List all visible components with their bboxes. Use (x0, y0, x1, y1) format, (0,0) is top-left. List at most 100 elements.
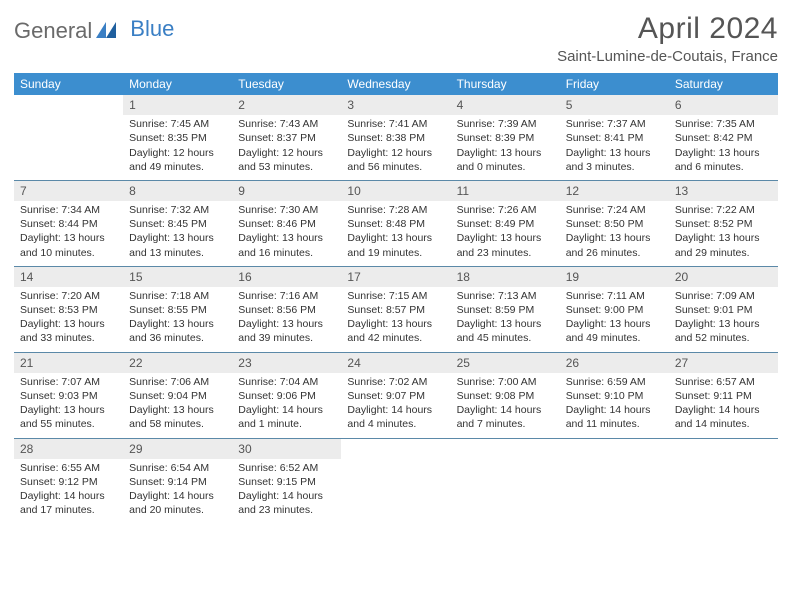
daylight-text: Daylight: 13 hours (238, 231, 335, 245)
daylight-text: and 36 minutes. (129, 331, 226, 345)
calendar-day-cell: 9Sunrise: 7:30 AMSunset: 8:46 PMDaylight… (232, 180, 341, 266)
sunset-text: Sunset: 8:50 PM (566, 217, 663, 231)
sunset-text: Sunset: 9:00 PM (566, 303, 663, 317)
calendar-day-cell: 30Sunrise: 6:52 AMSunset: 9:15 PMDayligh… (232, 438, 341, 524)
daylight-text: Daylight: 14 hours (675, 403, 772, 417)
day-number: 27 (669, 352, 778, 373)
sunset-text: Sunset: 8:44 PM (20, 217, 117, 231)
daylight-text: Daylight: 13 hours (457, 317, 554, 331)
calendar-day-cell: 7Sunrise: 7:34 AMSunset: 8:44 PMDaylight… (14, 180, 123, 266)
sunset-text: Sunset: 8:59 PM (457, 303, 554, 317)
calendar-day-cell: 23Sunrise: 7:04 AMSunset: 9:06 PMDayligh… (232, 352, 341, 438)
calendar-day-cell: 20Sunrise: 7:09 AMSunset: 9:01 PMDayligh… (669, 266, 778, 352)
daylight-text: and 17 minutes. (20, 503, 117, 517)
sunset-text: Sunset: 8:56 PM (238, 303, 335, 317)
day-body: Sunrise: 7:02 AMSunset: 9:07 PMDaylight:… (341, 373, 450, 438)
sunset-text: Sunset: 9:01 PM (675, 303, 772, 317)
daylight-text: and 3 minutes. (566, 160, 663, 174)
daylight-text: Daylight: 13 hours (347, 231, 444, 245)
calendar-week-row: 28Sunrise: 6:55 AMSunset: 9:12 PMDayligh… (14, 438, 778, 524)
day-number: 2 (232, 95, 341, 115)
day-body: Sunrise: 7:04 AMSunset: 9:06 PMDaylight:… (232, 373, 341, 438)
daylight-text: Daylight: 14 hours (566, 403, 663, 417)
day-body: Sunrise: 7:00 AMSunset: 9:08 PMDaylight:… (451, 373, 560, 438)
sunrise-text: Sunrise: 7:20 AM (20, 289, 117, 303)
sunset-text: Sunset: 9:03 PM (20, 389, 117, 403)
day-body: Sunrise: 7:13 AMSunset: 8:59 PMDaylight:… (451, 287, 560, 352)
calendar-day-cell: 12Sunrise: 7:24 AMSunset: 8:50 PMDayligh… (560, 180, 669, 266)
daylight-text: and 7 minutes. (457, 417, 554, 431)
sunrise-text: Sunrise: 7:06 AM (129, 375, 226, 389)
day-number: 18 (451, 266, 560, 287)
calendar-empty-cell (669, 438, 778, 524)
day-body: Sunrise: 6:59 AMSunset: 9:10 PMDaylight:… (560, 373, 669, 438)
sunrise-text: Sunrise: 7:45 AM (129, 117, 226, 131)
day-number: 12 (560, 180, 669, 201)
sunset-text: Sunset: 9:06 PM (238, 389, 335, 403)
daylight-text: Daylight: 13 hours (20, 403, 117, 417)
day-body: Sunrise: 7:26 AMSunset: 8:49 PMDaylight:… (451, 201, 560, 266)
day-body: Sunrise: 7:20 AMSunset: 8:53 PMDaylight:… (14, 287, 123, 352)
day-body: Sunrise: 7:35 AMSunset: 8:42 PMDaylight:… (669, 115, 778, 180)
daylight-text: and 45 minutes. (457, 331, 554, 345)
day-number: 29 (123, 438, 232, 459)
day-body: Sunrise: 7:41 AMSunset: 8:38 PMDaylight:… (341, 115, 450, 180)
day-number (14, 95, 123, 113)
logo-text-1: General (14, 18, 92, 44)
weekday-header: Monday (123, 73, 232, 95)
sunset-text: Sunset: 8:49 PM (457, 217, 554, 231)
calendar-day-cell: 11Sunrise: 7:26 AMSunset: 8:49 PMDayligh… (451, 180, 560, 266)
day-number: 26 (560, 352, 669, 373)
calendar-day-cell: 26Sunrise: 6:59 AMSunset: 9:10 PMDayligh… (560, 352, 669, 438)
sunrise-text: Sunrise: 7:28 AM (347, 203, 444, 217)
day-number: 25 (451, 352, 560, 373)
day-body: Sunrise: 7:28 AMSunset: 8:48 PMDaylight:… (341, 201, 450, 266)
sunrise-text: Sunrise: 7:07 AM (20, 375, 117, 389)
calendar-page: General Blue April 2024 Saint-Lumine-de-… (0, 0, 792, 535)
sunrise-text: Sunrise: 7:34 AM (20, 203, 117, 217)
sunrise-text: Sunrise: 7:00 AM (457, 375, 554, 389)
daylight-text: Daylight: 13 hours (566, 231, 663, 245)
day-number: 21 (14, 352, 123, 373)
title-block: April 2024 Saint-Lumine-de-Coutais, Fran… (557, 12, 778, 65)
sunset-text: Sunset: 8:38 PM (347, 131, 444, 145)
calendar-table: SundayMondayTuesdayWednesdayThursdayFrid… (14, 73, 778, 523)
day-body: Sunrise: 7:16 AMSunset: 8:56 PMDaylight:… (232, 287, 341, 352)
sunset-text: Sunset: 9:14 PM (129, 475, 226, 489)
sunset-text: Sunset: 8:45 PM (129, 217, 226, 231)
sunrise-text: Sunrise: 7:18 AM (129, 289, 226, 303)
day-body: Sunrise: 6:57 AMSunset: 9:11 PMDaylight:… (669, 373, 778, 438)
day-body: Sunrise: 7:07 AMSunset: 9:03 PMDaylight:… (14, 373, 123, 438)
sunset-text: Sunset: 8:57 PM (347, 303, 444, 317)
calendar-day-cell: 19Sunrise: 7:11 AMSunset: 9:00 PMDayligh… (560, 266, 669, 352)
sunset-text: Sunset: 9:07 PM (347, 389, 444, 403)
sunset-text: Sunset: 9:10 PM (566, 389, 663, 403)
day-number: 11 (451, 180, 560, 201)
daylight-text: Daylight: 12 hours (347, 146, 444, 160)
daylight-text: and 23 minutes. (238, 503, 335, 517)
weekday-header: Wednesday (341, 73, 450, 95)
daylight-text: Daylight: 13 hours (675, 231, 772, 245)
daylight-text: Daylight: 14 hours (457, 403, 554, 417)
day-number: 13 (669, 180, 778, 201)
day-number: 3 (341, 95, 450, 115)
daylight-text: Daylight: 12 hours (238, 146, 335, 160)
day-body: Sunrise: 7:22 AMSunset: 8:52 PMDaylight:… (669, 201, 778, 266)
calendar-body: 1Sunrise: 7:45 AMSunset: 8:35 PMDaylight… (14, 95, 778, 523)
sunrise-text: Sunrise: 7:26 AM (457, 203, 554, 217)
sunset-text: Sunset: 9:08 PM (457, 389, 554, 403)
sunset-text: Sunset: 8:37 PM (238, 131, 335, 145)
calendar-day-cell: 29Sunrise: 6:54 AMSunset: 9:14 PMDayligh… (123, 438, 232, 524)
daylight-text: and 49 minutes. (566, 331, 663, 345)
page-title: April 2024 (557, 12, 778, 46)
calendar-day-cell: 14Sunrise: 7:20 AMSunset: 8:53 PMDayligh… (14, 266, 123, 352)
daylight-text: and 53 minutes. (238, 160, 335, 174)
sunset-text: Sunset: 9:15 PM (238, 475, 335, 489)
daylight-text: Daylight: 13 hours (20, 317, 117, 331)
sunrise-text: Sunrise: 7:35 AM (675, 117, 772, 131)
daylight-text: Daylight: 14 hours (20, 489, 117, 503)
sunrise-text: Sunrise: 7:09 AM (675, 289, 772, 303)
day-number: 16 (232, 266, 341, 287)
day-body: Sunrise: 7:24 AMSunset: 8:50 PMDaylight:… (560, 201, 669, 266)
calendar-day-cell: 13Sunrise: 7:22 AMSunset: 8:52 PMDayligh… (669, 180, 778, 266)
